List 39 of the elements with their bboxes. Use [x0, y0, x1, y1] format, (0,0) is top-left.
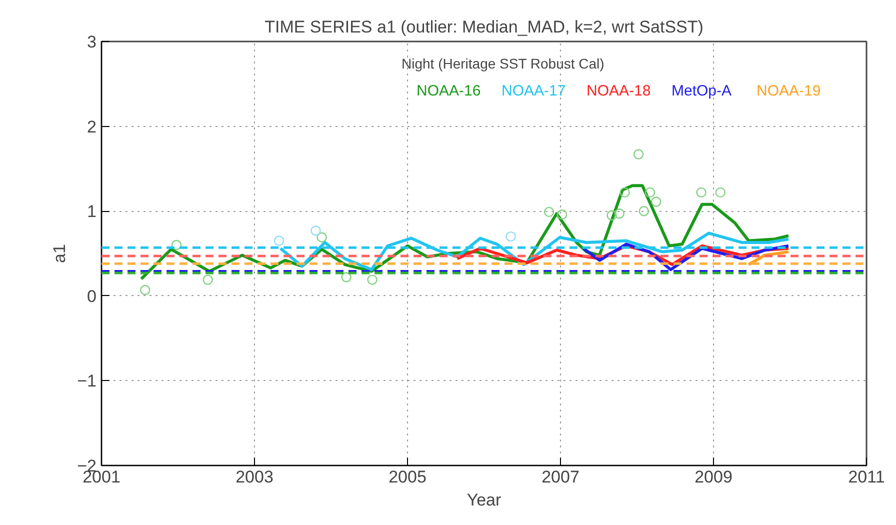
- text: NOAA-16: [416, 82, 481, 100]
- point: [274, 236, 284, 246]
- text: NOAA-17: [502, 82, 566, 100]
- point: [644, 187, 656, 198]
- point: [715, 187, 726, 198]
- x-tick-label: 2003: [236, 468, 274, 486]
- point: [140, 284, 150, 296]
- x-tick-label: 2005: [388, 468, 426, 486]
- y-tick-label: 1: [87, 202, 97, 222]
- text: MetOp-A: [672, 82, 732, 100]
- point: [614, 208, 625, 219]
- point: [202, 274, 213, 285]
- text: NOAA-19: [756, 82, 821, 100]
- chart-title: TIME SERIES a1 (outlier: Median_MAD, k=2, wrt SatSST): [264, 18, 704, 36]
- point: [620, 187, 630, 198]
- point: [367, 274, 378, 285]
- point: [171, 240, 182, 250]
- x-tick-label: 2011: [848, 468, 885, 486]
- y-tick-label: 0: [87, 286, 97, 306]
- point: [310, 226, 321, 236]
- point: [638, 206, 649, 216]
- point: [696, 187, 706, 198]
- x-tick-label: 2007: [542, 468, 580, 486]
- point: [316, 232, 327, 242]
- y-tick-label: 2: [87, 117, 97, 136]
- point: [341, 272, 352, 282]
- x-axis-title: Year: [466, 490, 502, 510]
- point: [633, 149, 644, 160]
- point: [556, 209, 568, 220]
- y-tick-label: 3: [87, 32, 97, 52]
- point: [651, 196, 662, 207]
- point: [544, 206, 554, 218]
- text: NOAA-18: [586, 82, 651, 100]
- point: [606, 210, 617, 220]
- y-tick-label: −1: [77, 372, 97, 391]
- legend-title: Night (Heritage SST Robust Cal): [402, 56, 604, 72]
- point: [506, 231, 516, 242]
- x-tick-label: 2009: [694, 468, 732, 486]
- y-axis-title: a1: [50, 244, 70, 263]
